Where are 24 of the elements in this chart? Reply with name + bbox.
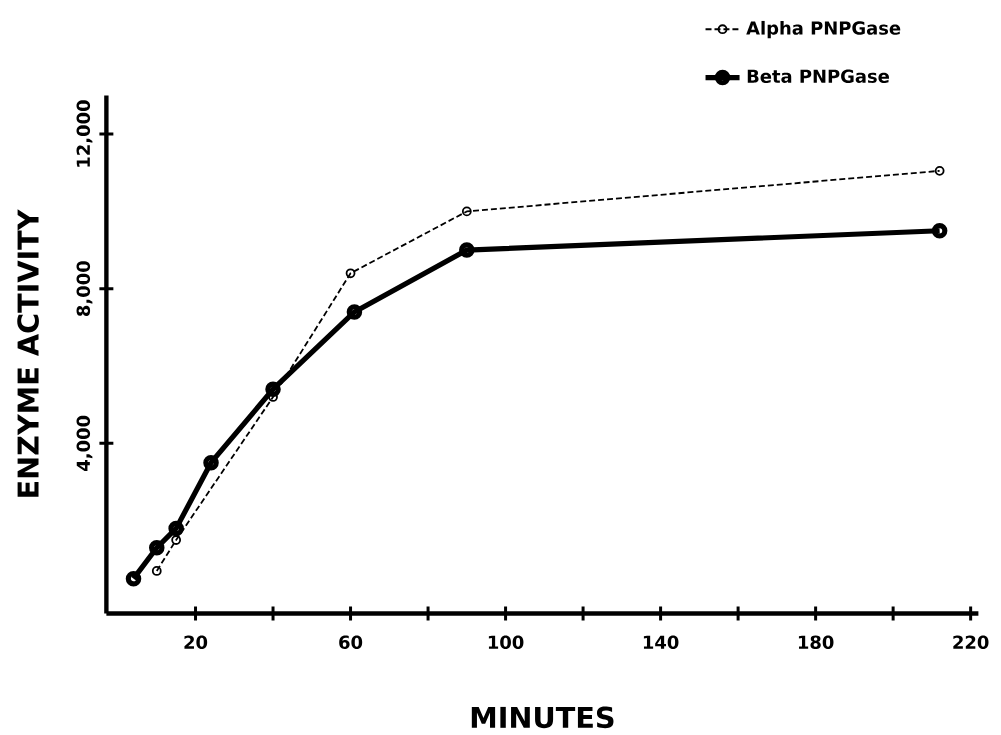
- x-tick-label: 20: [184, 635, 208, 650]
- point: [171, 535, 182, 545]
- y-tick-label: 12,000: [76, 100, 93, 167]
- x-tick-label: 140: [643, 635, 679, 650]
- y-axis-title: ENZYME ACTIVITY: [17, 209, 39, 497]
- legend-label: Beta PNPGase: [747, 69, 889, 84]
- point: [346, 304, 363, 320]
- x-tick-label: 180: [798, 635, 834, 650]
- legend-label: Alpha PNPGase: [746, 21, 901, 39]
- point: [151, 566, 162, 576]
- point: [459, 242, 475, 258]
- x-tick-label: 220: [953, 635, 989, 650]
- point: [345, 268, 356, 279]
- y-tick-label: 8,000: [76, 261, 93, 317]
- x-tick-label: 100: [488, 635, 524, 650]
- point: [934, 166, 945, 176]
- point: [265, 381, 281, 398]
- point: [461, 206, 472, 217]
- point: [168, 520, 184, 537]
- x-tick-label: 60: [339, 635, 363, 650]
- x-axis-title: MINUTES: [471, 706, 614, 729]
- y-tick-label: 4,000: [76, 415, 93, 471]
- point: [203, 454, 219, 471]
- point: [149, 540, 165, 556]
